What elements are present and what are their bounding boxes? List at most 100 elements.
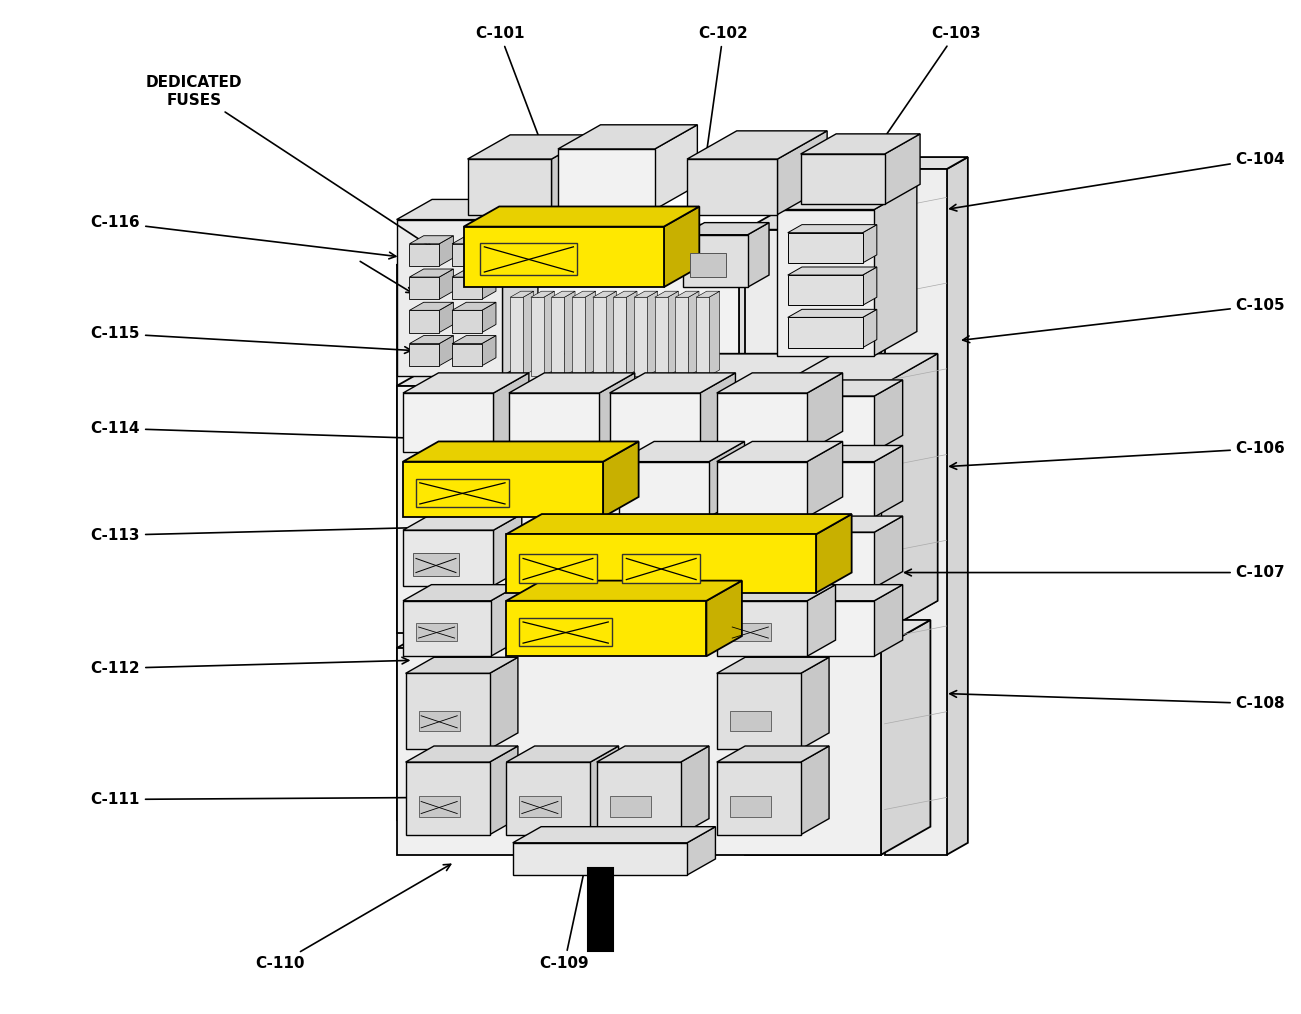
- Polygon shape: [493, 373, 530, 451]
- Polygon shape: [558, 149, 654, 210]
- Bar: [419, 796, 459, 816]
- Polygon shape: [406, 763, 489, 835]
- Bar: [622, 555, 700, 583]
- Polygon shape: [397, 386, 881, 633]
- Polygon shape: [513, 265, 739, 819]
- Polygon shape: [403, 441, 639, 461]
- Polygon shape: [600, 373, 635, 451]
- Polygon shape: [634, 291, 658, 297]
- Polygon shape: [403, 461, 604, 517]
- Polygon shape: [800, 154, 885, 205]
- Polygon shape: [634, 297, 647, 376]
- Polygon shape: [745, 230, 881, 855]
- Polygon shape: [552, 135, 595, 215]
- Polygon shape: [787, 225, 877, 232]
- Polygon shape: [687, 131, 827, 159]
- Text: C-112: C-112: [91, 657, 409, 676]
- Polygon shape: [787, 275, 863, 305]
- Polygon shape: [493, 514, 522, 586]
- Polygon shape: [610, 393, 700, 451]
- Polygon shape: [403, 530, 493, 586]
- Bar: [588, 868, 614, 951]
- Polygon shape: [647, 291, 658, 376]
- Text: C-105: C-105: [963, 298, 1285, 343]
- Polygon shape: [489, 746, 518, 835]
- Polygon shape: [410, 344, 440, 366]
- Polygon shape: [614, 291, 637, 297]
- Polygon shape: [451, 235, 496, 243]
- Bar: [519, 618, 613, 646]
- Bar: [416, 479, 509, 507]
- Polygon shape: [618, 441, 744, 461]
- Polygon shape: [863, 225, 877, 263]
- Polygon shape: [696, 297, 709, 376]
- Polygon shape: [778, 386, 881, 633]
- Polygon shape: [604, 441, 639, 517]
- Polygon shape: [947, 157, 968, 855]
- Polygon shape: [739, 225, 809, 819]
- Polygon shape: [481, 235, 496, 266]
- Polygon shape: [696, 291, 719, 297]
- Polygon shape: [688, 291, 699, 376]
- Text: C-108: C-108: [950, 691, 1285, 711]
- Polygon shape: [664, 207, 700, 287]
- Polygon shape: [481, 302, 496, 333]
- Polygon shape: [397, 225, 578, 265]
- Polygon shape: [410, 310, 440, 333]
- Polygon shape: [558, 125, 697, 149]
- Polygon shape: [510, 291, 533, 297]
- Polygon shape: [410, 302, 453, 310]
- Bar: [690, 252, 726, 277]
- Polygon shape: [531, 297, 544, 376]
- Polygon shape: [709, 441, 744, 517]
- Polygon shape: [717, 657, 829, 673]
- Bar: [419, 711, 459, 731]
- Polygon shape: [683, 234, 748, 287]
- Polygon shape: [463, 227, 664, 287]
- Polygon shape: [510, 297, 523, 376]
- Polygon shape: [709, 291, 719, 376]
- Polygon shape: [874, 380, 903, 451]
- Polygon shape: [397, 648, 881, 855]
- Polygon shape: [881, 620, 930, 855]
- Polygon shape: [593, 297, 606, 376]
- Text: C-101: C-101: [475, 26, 563, 200]
- Polygon shape: [397, 200, 537, 220]
- Polygon shape: [606, 291, 617, 376]
- Polygon shape: [572, 297, 585, 376]
- Polygon shape: [506, 600, 706, 656]
- Polygon shape: [513, 843, 687, 875]
- Polygon shape: [451, 269, 496, 277]
- Bar: [416, 623, 457, 641]
- Polygon shape: [451, 277, 481, 299]
- Polygon shape: [506, 746, 618, 763]
- Polygon shape: [874, 186, 917, 356]
- Polygon shape: [509, 393, 600, 451]
- Polygon shape: [490, 585, 519, 656]
- Polygon shape: [597, 763, 680, 835]
- Polygon shape: [654, 297, 667, 376]
- Polygon shape: [489, 657, 518, 749]
- Polygon shape: [717, 673, 800, 749]
- Polygon shape: [451, 310, 481, 333]
- Text: C-110: C-110: [255, 864, 450, 970]
- Bar: [519, 555, 597, 583]
- Polygon shape: [787, 267, 877, 275]
- Text: C-106: C-106: [950, 441, 1285, 469]
- Polygon shape: [778, 131, 827, 215]
- Polygon shape: [881, 354, 938, 633]
- Polygon shape: [675, 297, 688, 376]
- Polygon shape: [785, 461, 874, 517]
- Polygon shape: [717, 600, 807, 656]
- Polygon shape: [513, 826, 716, 843]
- Polygon shape: [403, 600, 490, 656]
- Polygon shape: [506, 763, 591, 835]
- Polygon shape: [440, 235, 453, 266]
- Polygon shape: [654, 125, 697, 210]
- Polygon shape: [785, 396, 874, 451]
- Polygon shape: [745, 182, 965, 230]
- Polygon shape: [874, 516, 903, 588]
- Polygon shape: [885, 134, 920, 205]
- Text: DEDICATED
FUSES: DEDICATED FUSES: [146, 75, 432, 247]
- Polygon shape: [467, 159, 552, 215]
